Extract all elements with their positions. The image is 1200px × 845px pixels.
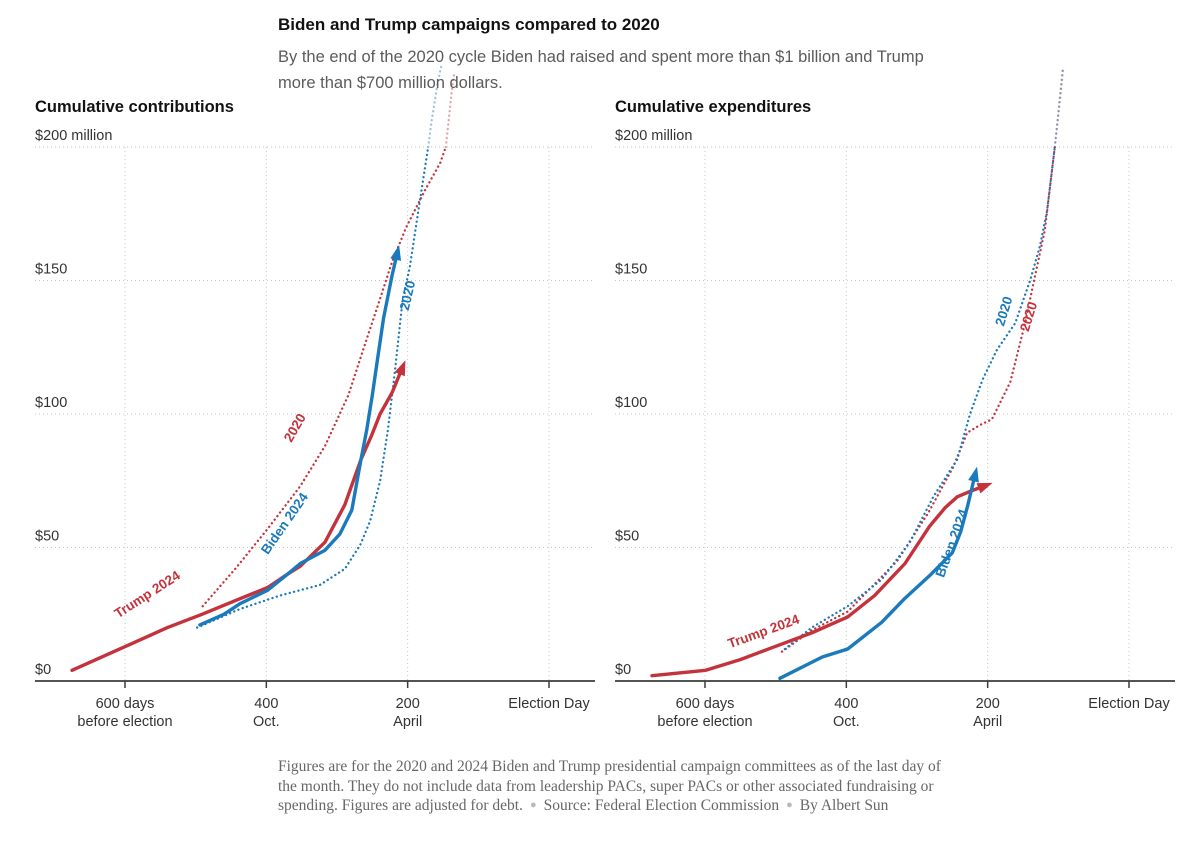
expenditures-title: Cumulative expenditures bbox=[615, 98, 812, 116]
source-text: Source: Federal Election Commission bbox=[543, 797, 780, 814]
line-label: 2020 bbox=[397, 279, 418, 312]
y-axis-tick-label: $0 bbox=[615, 662, 631, 678]
trump-2020-line-faded bbox=[1053, 65, 1065, 149]
biden-2020-line-faded bbox=[427, 63, 443, 149]
trump-2024-line bbox=[650, 484, 986, 678]
biden-2024-arrowhead bbox=[968, 466, 979, 483]
y-axis-tick-label: $50 bbox=[35, 529, 59, 545]
byline-text: By Albert Sun bbox=[799, 797, 889, 814]
trump-2020-line bbox=[201, 145, 447, 608]
x-axis-tick-label: 200 bbox=[396, 696, 420, 712]
biden-2024-line bbox=[198, 252, 399, 627]
trump-2020-line bbox=[780, 145, 1056, 653]
page-title: Biden and Trump campaigns compared to 20… bbox=[278, 15, 660, 34]
biden-2020-line-faded bbox=[1053, 68, 1064, 149]
y-axis-tick-label: $200 million bbox=[35, 128, 112, 144]
y-axis-tick-label: $150 bbox=[35, 262, 67, 278]
chart-footnote: Figures are for the 2020 and 2024 Biden … bbox=[278, 757, 944, 816]
trump-2020-line-faded bbox=[444, 71, 456, 149]
trump-2024-arrowhead bbox=[976, 482, 993, 494]
y-axis-tick-label: $100 bbox=[615, 395, 647, 411]
x-axis-tick-label: 200 bbox=[976, 696, 1000, 712]
x-axis-tick-label: 600 days bbox=[96, 696, 155, 712]
trump-2024-line bbox=[70, 366, 404, 672]
bullet-separator: ● bbox=[786, 799, 793, 811]
expenditures-chart: 600 days before election 400 Oct. 200 April El… bbox=[615, 65, 1175, 730]
line-label: Trump 2024 bbox=[726, 611, 802, 651]
biden-2024-arrowhead bbox=[390, 245, 402, 261]
contributions-title: Cumulative contributions bbox=[35, 98, 234, 116]
biden-2020-line bbox=[783, 145, 1056, 651]
bullet-separator: ● bbox=[529, 799, 537, 811]
x-axis-tick-sublabel: before election bbox=[657, 714, 752, 730]
x-axis-tick-label: Election Day bbox=[508, 696, 590, 712]
line-label: 2020 bbox=[1017, 300, 1040, 333]
x-axis-tick-label: 400 bbox=[834, 696, 858, 712]
x-axis-tick-sublabel: April bbox=[973, 714, 1002, 730]
contributions-chart: 600 days before election 400 Oct. 200 April El… bbox=[35, 63, 595, 730]
x-axis-tick-label: Election Day bbox=[1088, 696, 1170, 712]
y-axis-tick-label: $200 million bbox=[615, 128, 692, 144]
biden-2024-line bbox=[778, 473, 977, 680]
y-axis-tick-label: $50 bbox=[615, 529, 639, 545]
y-axis-tick-label: $100 bbox=[35, 395, 67, 411]
biden-2020-line bbox=[195, 145, 430, 629]
page-subtitle: By the end of the 2020 cycle Biden had r… bbox=[278, 48, 924, 92]
x-axis-tick-sublabel: April bbox=[393, 714, 422, 730]
x-axis-tick-label: 400 bbox=[254, 696, 278, 712]
trump-2024-arrowhead bbox=[394, 360, 406, 377]
line-label: 2020 bbox=[281, 411, 309, 445]
x-axis-tick-sublabel: before election bbox=[77, 714, 172, 730]
x-axis-tick-label: 600 days bbox=[676, 696, 735, 712]
y-axis-tick-label: $0 bbox=[35, 662, 51, 678]
x-axis-tick-sublabel: Oct. bbox=[833, 714, 860, 730]
footnote-text: Figures are for the 2020 and 2024 Biden … bbox=[278, 758, 941, 814]
line-label: 2020 bbox=[992, 295, 1015, 328]
chart-header: Biden and Trump campaigns compared to 20… bbox=[278, 14, 940, 96]
line-label: Trump 2024 bbox=[112, 567, 184, 621]
y-axis-tick-label: $150 bbox=[615, 262, 647, 278]
x-axis-tick-sublabel: Oct. bbox=[253, 714, 280, 730]
